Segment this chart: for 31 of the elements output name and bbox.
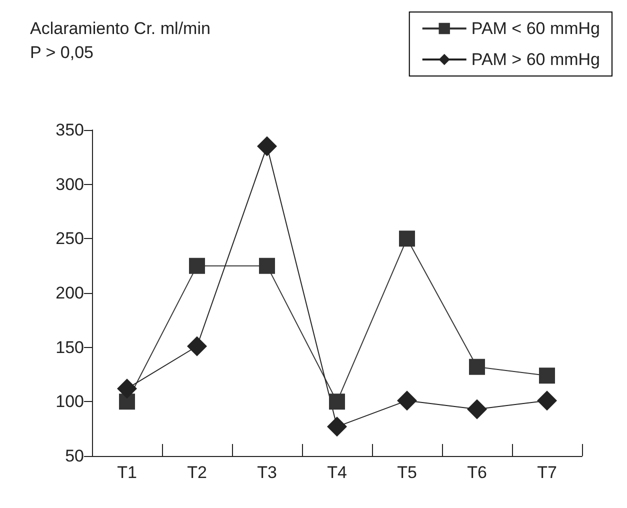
point — [259, 258, 275, 274]
point — [467, 399, 487, 420]
x-tick-label: T4 — [327, 463, 347, 482]
point — [189, 258, 205, 274]
text: P > 0,05 — [30, 43, 94, 62]
point — [399, 230, 415, 247]
x-tick-label: T2 — [187, 463, 207, 482]
point — [537, 390, 557, 411]
point — [117, 378, 137, 399]
y-tick-label: 350 — [56, 120, 84, 140]
x-tick-label: T7 — [537, 463, 557, 482]
y-tick-label: 50 — [65, 446, 84, 466]
x-tick-label: T3 — [257, 463, 277, 482]
y-tick-label: 150 — [56, 338, 84, 357]
x-tick-label: T1 — [117, 463, 137, 482]
point — [327, 416, 347, 437]
y-tick-label: 250 — [56, 229, 84, 248]
y-tick-label: 300 — [56, 174, 84, 194]
point — [469, 358, 485, 375]
x-tick-label: T6 — [467, 463, 487, 482]
point — [187, 336, 207, 356]
point — [329, 394, 345, 410]
legend-label: PAM < 60 mmHg — [471, 19, 600, 38]
legend-label: PAM > 60 mmHg — [471, 50, 600, 69]
point — [397, 390, 417, 411]
y-axis-title: Aclaramiento Cr. ml/min — [30, 19, 210, 38]
x-tick-label: T5 — [397, 463, 417, 482]
y-tick-label: 100 — [56, 392, 84, 412]
point — [539, 368, 555, 384]
point — [257, 136, 277, 156]
y-tick-label: 200 — [56, 284, 84, 302]
